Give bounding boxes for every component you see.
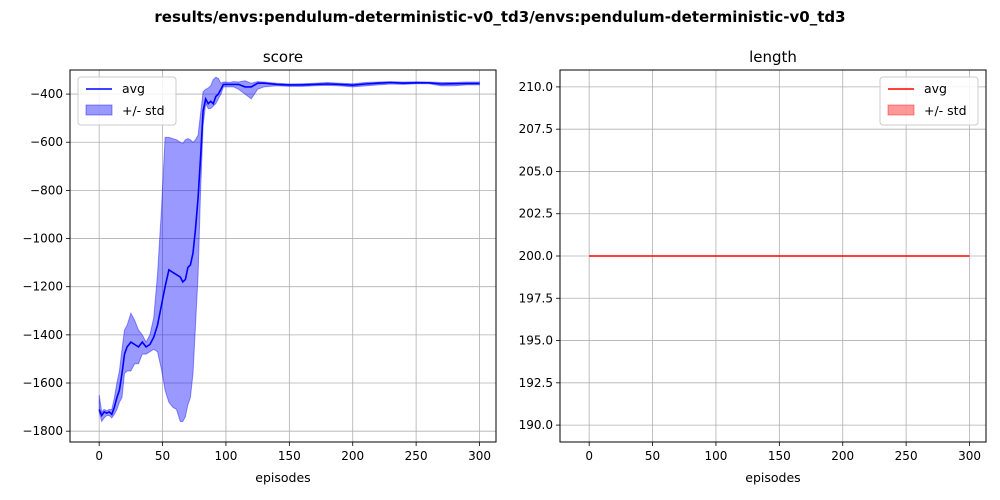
- x-tick-label: 100: [214, 449, 237, 463]
- chart-panel-score: 0 50 100 150 200 250 300 −1800 −1600 −1400 −1200 −1…: [22, 48, 497, 485]
- y-tick-label: 202.5: [519, 207, 553, 221]
- y-tick-label: −600: [30, 135, 63, 149]
- axes-frame: [69, 69, 497, 443]
- y-tick-label: 197.5: [519, 291, 553, 305]
- x-axis-label: episodes: [255, 470, 310, 485]
- x-tick-label: 150: [278, 449, 301, 463]
- legend-label-avg: avg: [924, 81, 947, 96]
- axes-title: score: [263, 48, 303, 66]
- legend: avg +/- std: [77, 76, 177, 126]
- legend-label-avg: avg: [122, 81, 145, 96]
- y-tick-label: 205.0: [519, 164, 553, 178]
- series-std-band: [98, 76, 480, 423]
- y-tick-label: 190.0: [519, 418, 553, 432]
- y-tick-label: 210.0: [519, 80, 553, 94]
- x-tick-label: 0: [95, 449, 103, 463]
- legend-label-std: +/- std: [924, 103, 967, 118]
- chart-panel-length: 0 50 100 150 200 250 300 190.0 192.5 195.0 197.5 20…: [519, 48, 987, 485]
- axes-title: length: [749, 48, 797, 66]
- y-tick-label: −800: [30, 183, 63, 197]
- x-tick-label: 50: [645, 449, 660, 463]
- x-tick-label: 50: [155, 449, 170, 463]
- x-tick-label: 250: [895, 449, 918, 463]
- y-tick-label: −1600: [22, 376, 63, 390]
- y-tick-label: −1800: [22, 424, 63, 438]
- y-tick-label: 192.5: [519, 376, 553, 390]
- x-axis-label: episodes: [745, 470, 800, 485]
- y-tick-label: −1200: [22, 280, 63, 294]
- y-tick-label: 200.0: [519, 249, 553, 263]
- legend-swatch-std: [887, 104, 915, 116]
- series-avg-line: [98, 81, 480, 418]
- figure-title: results/envs:pendulum-deterministic-v0_t…: [154, 8, 846, 26]
- x-tick-label: 200: [341, 449, 364, 463]
- y-tick-label: −1000: [22, 232, 63, 246]
- x-tick-label: 300: [468, 449, 491, 463]
- legend-swatch-std: [85, 104, 113, 116]
- y-tick-label: −1400: [22, 328, 63, 342]
- y-tick-label: 207.5: [519, 122, 553, 136]
- y-tick-label: −400: [30, 87, 63, 101]
- x-tick-label: 300: [958, 449, 981, 463]
- legend-label-std: +/- std: [122, 103, 165, 118]
- legend: avg +/- std: [879, 76, 979, 126]
- y-tick-label: 195.0: [519, 334, 553, 348]
- x-tick-label: 200: [831, 449, 854, 463]
- x-tick-label: 250: [405, 449, 428, 463]
- x-tick-label: 150: [768, 449, 791, 463]
- x-tick-label: 0: [585, 449, 593, 463]
- x-tick-label: 100: [704, 449, 727, 463]
